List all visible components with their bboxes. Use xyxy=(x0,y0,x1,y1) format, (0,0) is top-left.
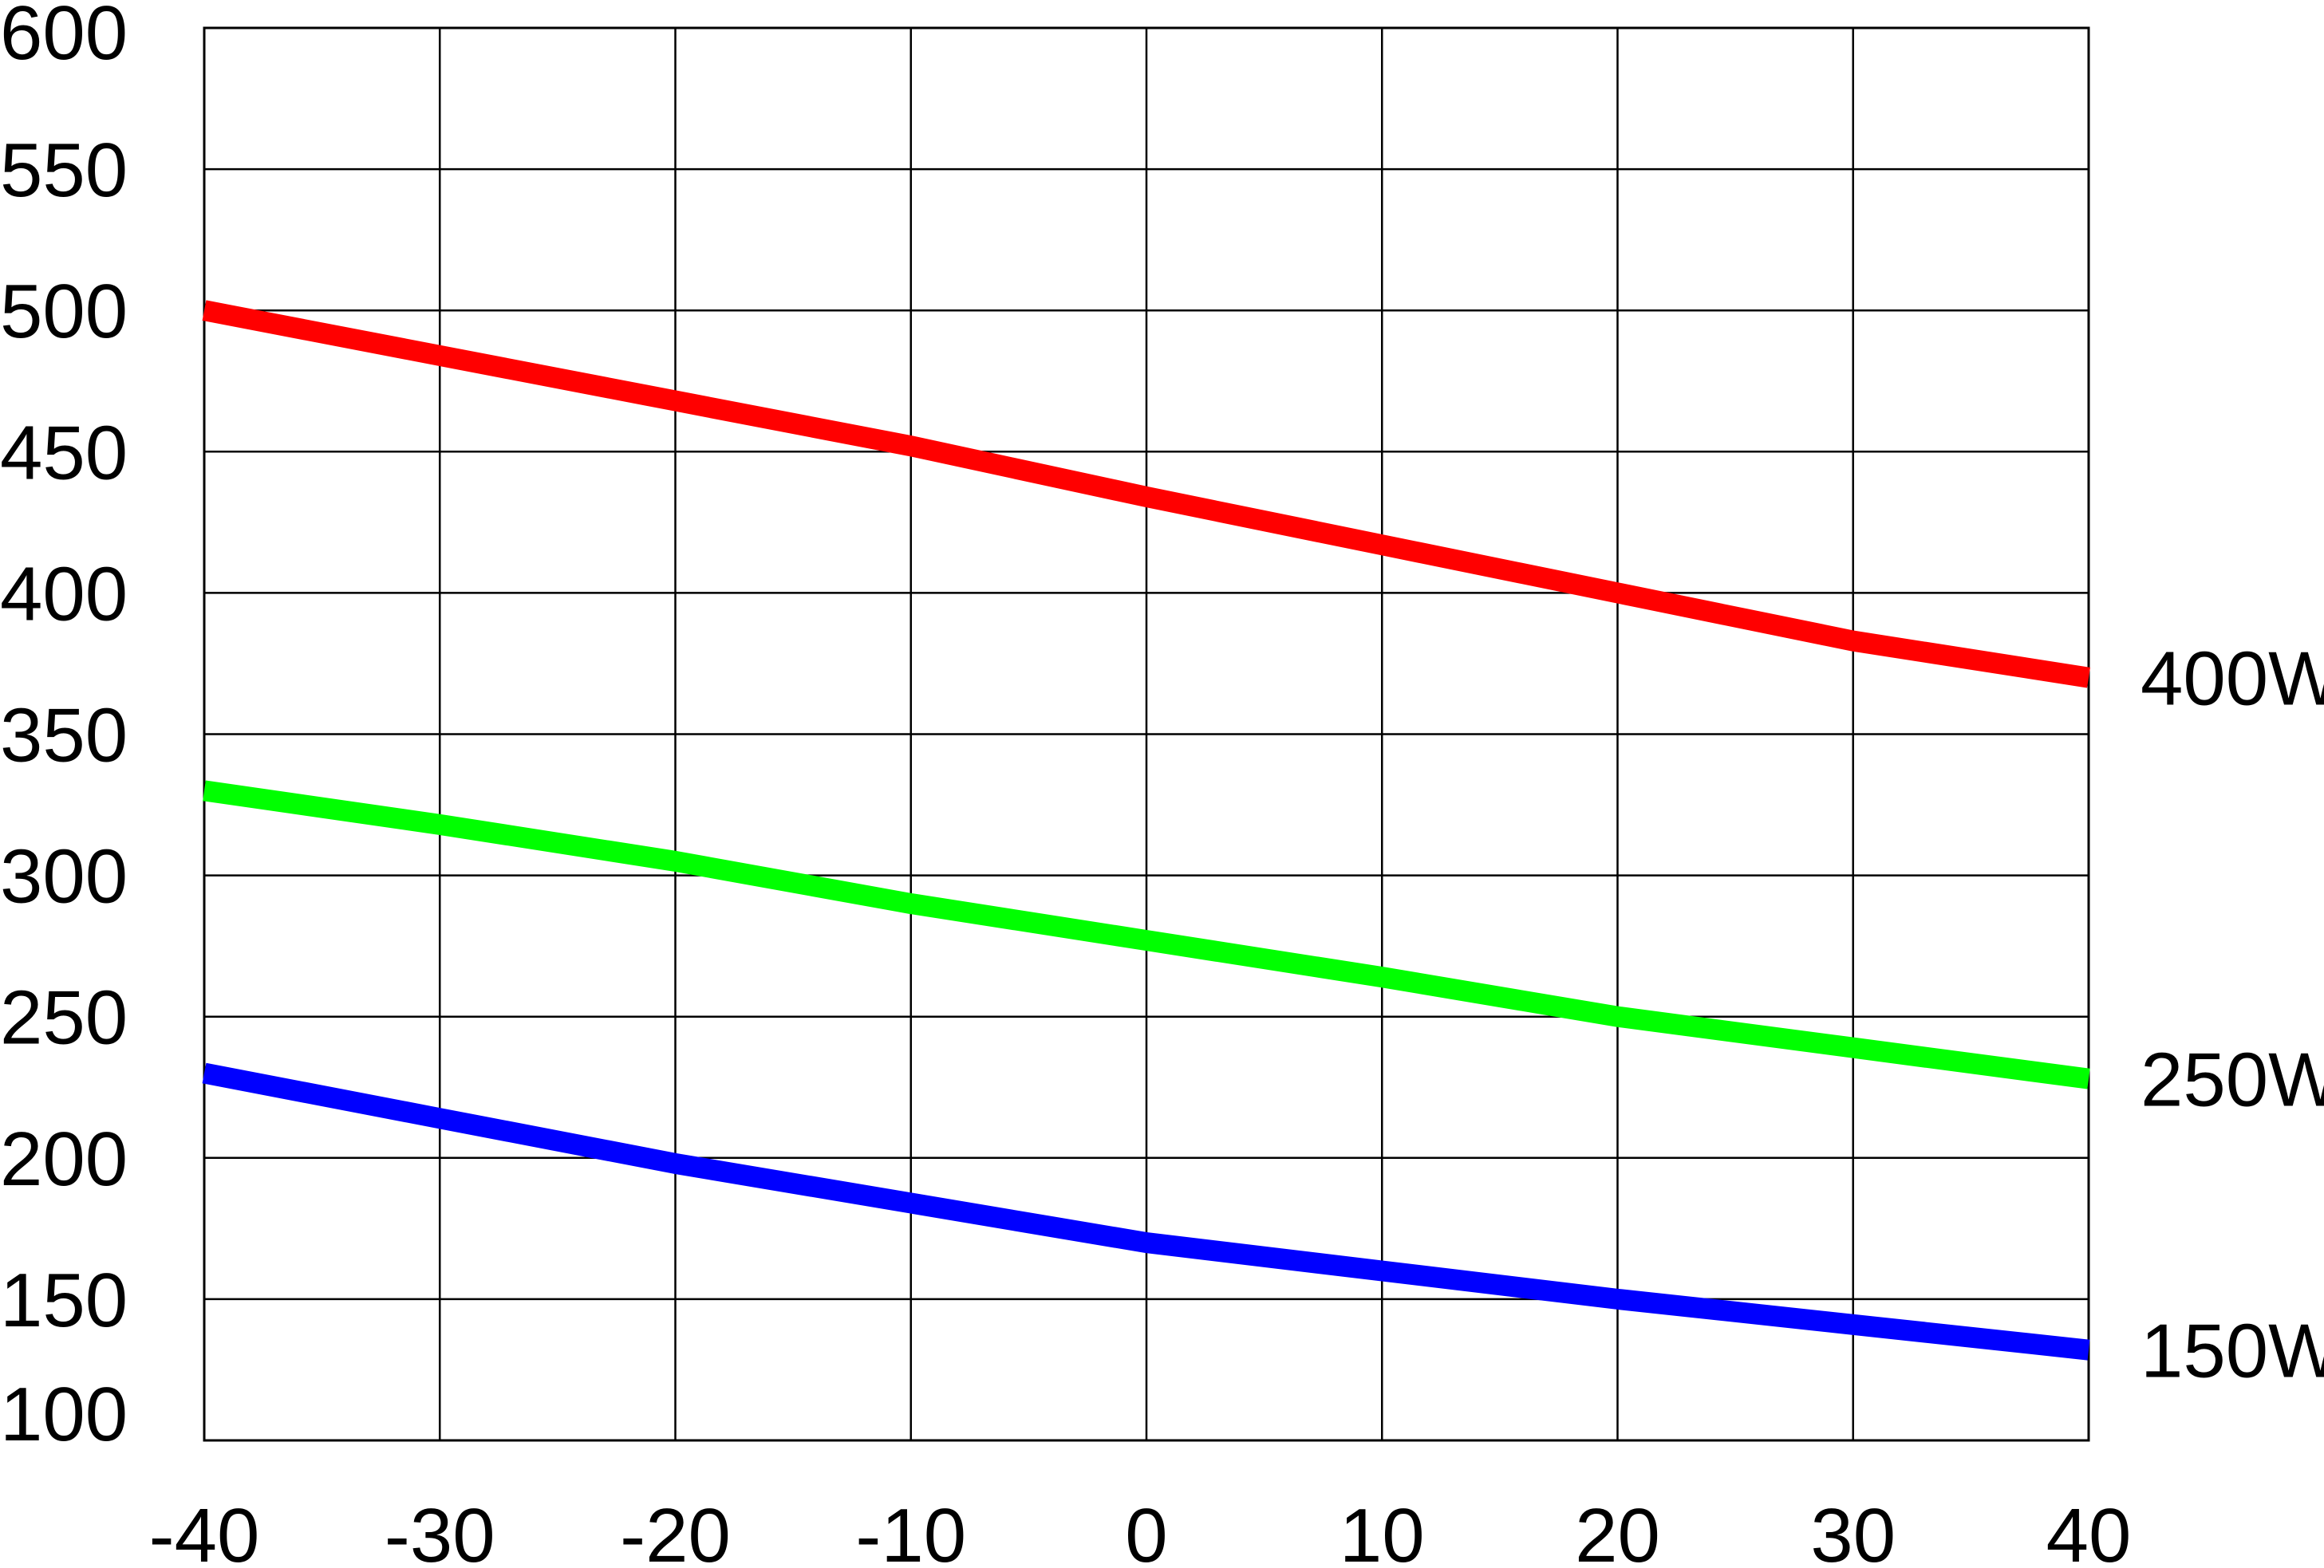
series-line-400w xyxy=(202,300,2091,688)
y-tick-label: 600 xyxy=(0,0,128,76)
y-tick-label: 100 xyxy=(0,1372,128,1457)
y-tick-label: 400 xyxy=(0,551,128,636)
series-label-250w: 250W xyxy=(2141,1038,2324,1123)
series-line-150w xyxy=(202,1062,2090,1361)
x-tick-label: -30 xyxy=(385,1493,495,1568)
x-tick-label: 30 xyxy=(1810,1493,1896,1568)
x-tick-label: -40 xyxy=(149,1493,260,1568)
series-label-400w: 400W xyxy=(2141,636,2324,722)
x-tick-label: -20 xyxy=(620,1493,731,1568)
series-label-150w: 150W xyxy=(2141,1309,2324,1394)
y-tick-label: 250 xyxy=(0,975,128,1061)
y-tick-label: 350 xyxy=(0,693,128,778)
x-axis-tick-labels: -40 -30 -20 -10 0 10 20 30 40 xyxy=(149,1493,2132,1568)
x-tick-label: 10 xyxy=(1340,1493,1425,1568)
series-layer xyxy=(202,300,2091,1361)
series-line-250w xyxy=(203,780,2090,1089)
y-tick-label: 450 xyxy=(0,410,128,495)
y-tick-label: 150 xyxy=(0,1258,128,1343)
x-tick-label: 0 xyxy=(1125,1493,1167,1568)
series-labels: 400W 250W 150W xyxy=(2141,636,2324,1394)
x-tick-label: -10 xyxy=(855,1493,966,1568)
y-tick-label: 300 xyxy=(0,834,128,920)
x-tick-label: 40 xyxy=(2046,1493,2132,1568)
y-axis-tick-labels: 100 150 200 250 300 350 400 450 500 550 600 xyxy=(0,0,128,1457)
y-tick-label: 550 xyxy=(0,128,128,213)
plot-frame xyxy=(203,26,2090,1442)
y-tick-label: 200 xyxy=(0,1117,128,1202)
x-tick-label: 20 xyxy=(1575,1493,1660,1568)
y-tick-label: 500 xyxy=(0,269,128,354)
